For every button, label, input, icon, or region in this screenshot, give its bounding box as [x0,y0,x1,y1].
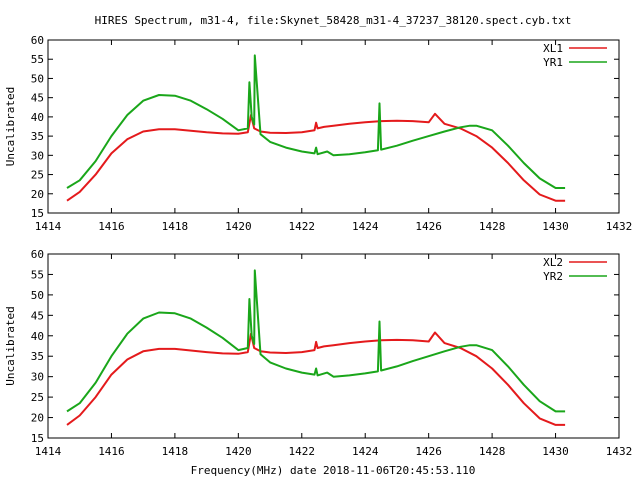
x-tick-label: 1414 [35,445,62,458]
y-tick-label: 55 [31,53,44,66]
x-tick-label: 1416 [98,220,125,233]
y-tick-label: 60 [31,248,44,261]
x-tick-label: 1422 [289,220,316,233]
y-tick-label: 45 [31,92,44,105]
x-tick-label: 1432 [606,220,633,233]
x-tick-label: 1420 [225,445,252,458]
x-tick-label: 1430 [542,220,569,233]
y-tick-label: 40 [31,111,44,124]
x-tick-label: 1416 [98,445,125,458]
x-tick-label: 1418 [162,220,189,233]
x-axis-label: Frequency(MHz) date 2018-11-06T20:45:53.… [191,464,476,477]
x-tick-label: 1418 [162,445,189,458]
y-tick-label: 25 [31,169,44,182]
bottom-spectrum-panel: 1414 1416 1418 1420 1422 1424 1426 1428 1430 1432… [4,248,632,458]
x-tick-label: 1424 [352,445,379,458]
series-line-yr1 [66,54,566,189]
x-tick-label: 1426 [415,445,442,458]
y-tick-label: 35 [31,350,44,363]
legend-label-yr2: YR2 [543,270,563,283]
x-tick-label: 1414 [35,220,62,233]
legend-label-xl1: XL1 [543,42,563,55]
y-tick-label: 25 [31,391,44,404]
plot-frame [47,39,620,214]
x-tick-label: 1426 [415,220,442,233]
top-spectrum-panel: 1414 1416 1418 1420 1422 1424 1426 1428 1430 1432… [4,34,632,233]
y-tick-label: 50 [31,72,44,85]
series-line-yr2 [66,269,566,413]
y-tick-label: 15 [31,207,44,220]
y-tick-label: 40 [31,330,44,343]
x-tick-label: 1428 [479,445,506,458]
y-tick-label: 55 [31,268,44,281]
y-tick-label: 20 [31,188,44,201]
x-tick-label: 1430 [542,445,569,458]
x-tick-label: 1424 [352,220,379,233]
y-tick-label: 50 [31,289,44,302]
legend-label-xl2: XL2 [543,256,563,269]
series-line-xl1 [66,112,566,202]
y-tick-label: 35 [31,130,44,143]
y-tick-label: 15 [31,432,44,445]
x-tick-label: 1420 [225,220,252,233]
chart-title: HIRES Spectrum, m31-4, file:Skynet_58428… [95,14,572,27]
y-axis-label: Uncalibrated [4,306,17,385]
legend-label-yr1: YR1 [543,56,563,69]
y-tick-label: 60 [31,34,44,47]
y-tick-label: 20 [31,412,44,425]
plot-frame [47,253,620,439]
series-line-xl2 [66,331,566,426]
x-tick-label: 1422 [289,445,316,458]
x-tick-label: 1432 [606,445,633,458]
y-tick-label: 30 [31,371,44,384]
y-axis-label: Uncalibrated [4,87,17,166]
y-tick-label: 45 [31,309,44,322]
y-tick-label: 30 [31,149,44,162]
x-tick-label: 1428 [479,220,506,233]
